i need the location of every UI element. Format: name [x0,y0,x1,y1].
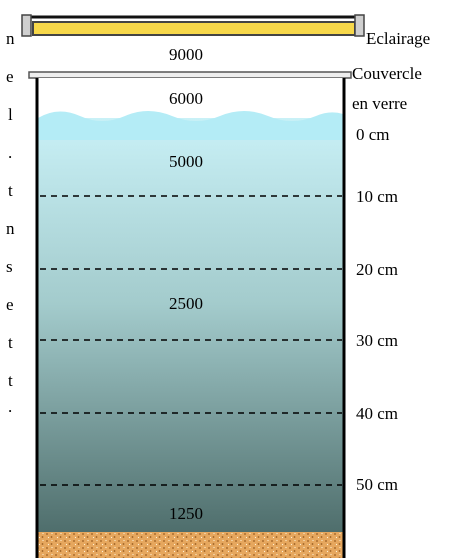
lux-values: 9000 6000 5000 2500 1250 [169,45,203,523]
lid-label-line2: en verre [352,94,407,113]
lux-value: 5000 [169,152,203,171]
sand-substrate [38,532,343,558]
left-fragment: t [8,181,13,200]
left-text-fragments: n e l . t n s e t t . [6,29,15,416]
lighting-bar [21,14,365,37]
depth-label: 0 cm [356,125,390,144]
lux-value: 1250 [169,504,203,523]
lamp-end-left [21,14,32,37]
lux-value: 2500 [169,294,203,313]
aquarium-tank [35,78,346,558]
left-fragment: t [8,333,13,352]
lamp-tube [32,21,356,36]
air-space [38,78,343,118]
lighting-label: Eclairage [366,29,430,48]
lamp-end-right [354,14,365,37]
lid-label-line1: Couvercle [352,64,422,83]
left-fragment: s [6,257,13,276]
left-fragment: n [6,219,15,238]
left-fragment: t [8,371,13,390]
left-fragment: l [8,105,13,124]
left-fragment: e [6,295,14,314]
left-fragment: . [8,397,12,416]
left-fragment: . [8,143,12,162]
lux-value: 9000 [169,45,203,64]
left-fragment: n [6,29,15,48]
right-labels: Eclairage Couvercle en verre [352,29,430,113]
glass-lid [28,71,352,79]
depth-label: 20 cm [356,260,398,279]
left-fragment: e [6,67,14,86]
depth-scale: 0 cm 10 cm 20 cm 30 cm 40 cm 50 cm [356,125,398,494]
lux-value: 6000 [169,89,203,108]
water-body [38,118,343,532]
depth-label: 40 cm [356,404,398,423]
depth-label: 50 cm [356,475,398,494]
depth-label: 10 cm [356,187,398,206]
water-surface-wave [38,111,343,140]
depth-label: 30 cm [356,331,398,350]
